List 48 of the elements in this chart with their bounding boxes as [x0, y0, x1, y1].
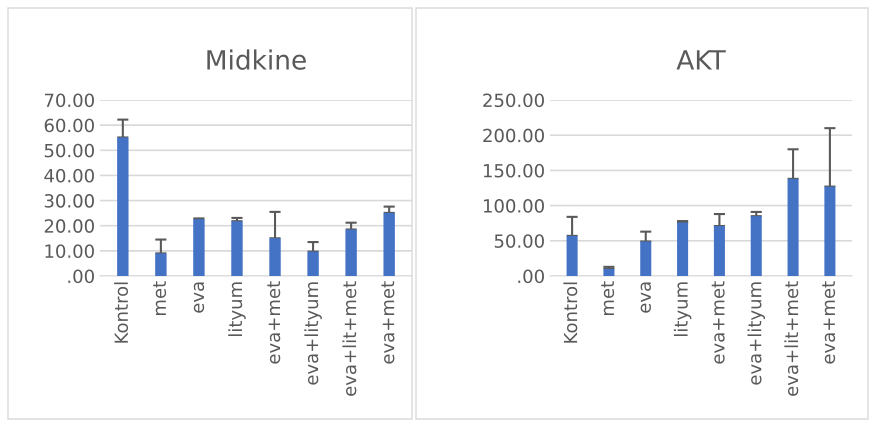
x-tick-label: eva+lit+met [342, 281, 356, 396]
x-tick-label: eva+met [822, 281, 836, 364]
bar [824, 186, 836, 276]
bar [566, 236, 578, 276]
bar [307, 252, 319, 276]
bar [677, 222, 688, 276]
x-tick-label: eva+lit+met [784, 281, 798, 396]
y-tick-label: .00 [68, 269, 94, 284]
x-tick-label: eva+met [381, 281, 394, 364]
bar [640, 242, 652, 276]
y-tick-label: 70.00 [44, 93, 94, 108]
x-tick-label: eva+met [712, 281, 725, 364]
y-tick-label: 60.00 [44, 118, 94, 132]
bar [269, 238, 281, 276]
x-tick-label: eva+lityum [304, 282, 322, 385]
chart-title: Midkine [207, 49, 306, 70]
x-tick-label: met [153, 281, 166, 315]
y-tick-label: 10.00 [45, 244, 94, 258]
bar [750, 216, 762, 276]
x-tick-label: lityum [674, 282, 692, 336]
bar [345, 229, 357, 276]
x-tick-label: met [601, 281, 614, 315]
y-tick-label: 20.00 [44, 219, 94, 233]
bar [117, 137, 129, 276]
x-tick-label: eva+lityum [748, 282, 765, 385]
bar [383, 212, 395, 276]
x-tick-label: Kontrol [563, 282, 578, 343]
chart-title: AKT [676, 50, 726, 70]
x-tick-label: eva+met [267, 281, 280, 364]
bar [714, 226, 725, 276]
y-tick-label: 50.00 [44, 144, 94, 158]
y-tick-label: .00 [518, 269, 544, 284]
y-tick-label: 30.00 [44, 194, 94, 208]
x-tick-label: lityum [228, 282, 246, 336]
y-tick-label: 40.00 [44, 168, 94, 183]
y-tick-label: 250.00 [483, 93, 544, 108]
bar [193, 219, 205, 276]
x-tick-label: eva [194, 282, 204, 313]
y-tick-label: 100.00 [484, 199, 544, 213]
bar [603, 268, 614, 276]
x-tick-label: Kontrol [114, 282, 128, 343]
bar [231, 221, 243, 276]
x-tick-label: eva [640, 282, 651, 313]
bar [788, 178, 799, 276]
y-tick-label: 200.00 [483, 128, 544, 142]
bar [155, 253, 167, 276]
y-tick-label: 50.00 [494, 234, 544, 248]
y-tick-label: 150.00 [484, 164, 544, 178]
